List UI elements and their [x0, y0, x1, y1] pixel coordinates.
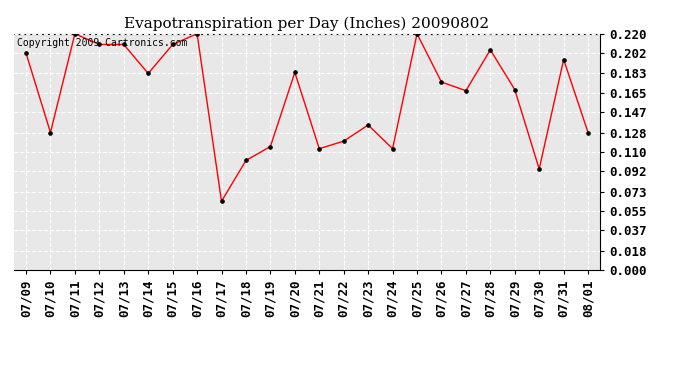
Text: Copyright 2009 Cartronics.com: Copyright 2009 Cartronics.com — [17, 39, 187, 48]
Title: Evapotranspiration per Day (Inches) 20090802: Evapotranspiration per Day (Inches) 2009… — [124, 17, 490, 31]
